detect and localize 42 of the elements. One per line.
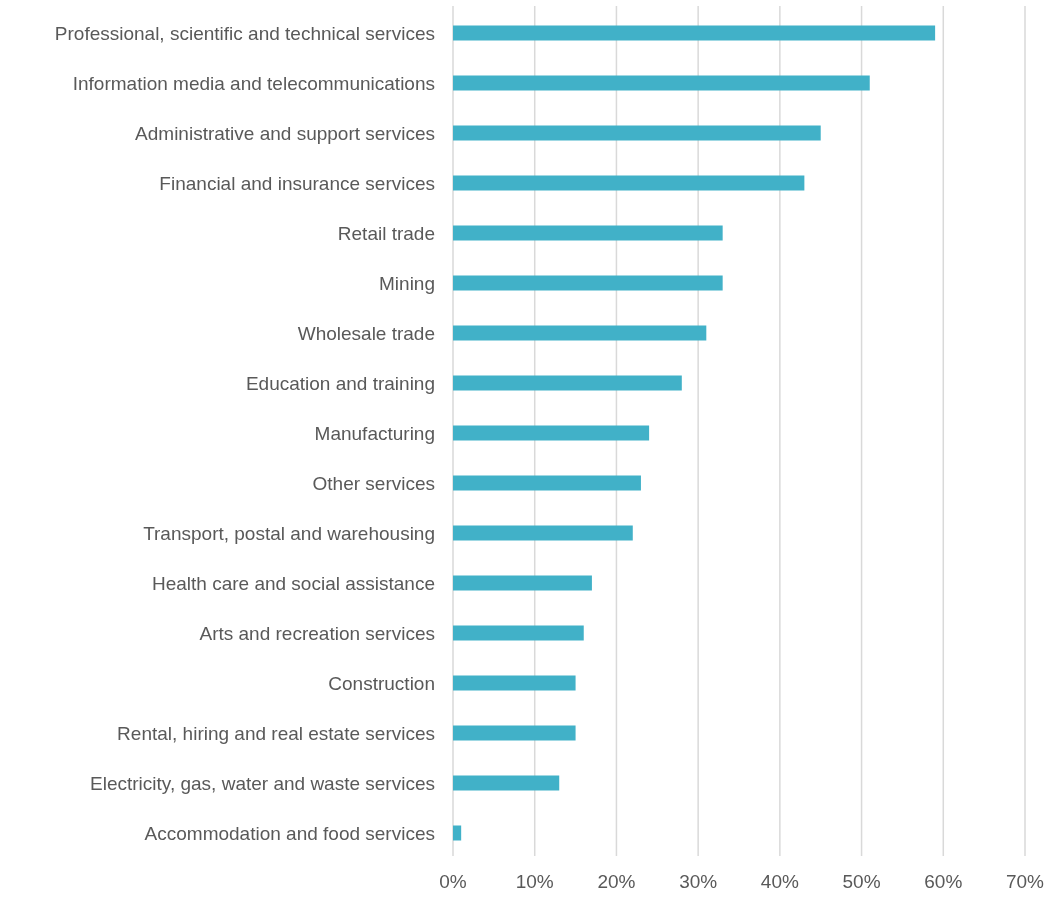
x-tick-label: 0%	[439, 871, 467, 892]
y-tick-label: Information media and telecommunications	[72, 72, 435, 94]
bar	[453, 575, 592, 591]
bar	[453, 25, 936, 41]
x-tick-label: 10%	[515, 871, 554, 892]
y-tick-label: Administrative and support services	[135, 122, 435, 144]
y-tick-label: Wholesale trade	[297, 322, 435, 344]
bar	[453, 475, 641, 491]
bar	[453, 225, 723, 241]
y-tick-label: Accommodation and food services	[144, 822, 435, 844]
x-tick-label: 60%	[924, 871, 963, 892]
bar	[453, 625, 584, 641]
y-tick-label: Arts and recreation services	[199, 622, 435, 644]
y-tick-label: Transport, postal and warehousing	[143, 522, 435, 544]
y-tick-label: Rental, hiring and real estate services	[117, 722, 435, 744]
bar	[453, 325, 707, 341]
bar	[453, 725, 576, 741]
bar	[453, 275, 723, 291]
bar	[453, 825, 462, 841]
y-tick-label: Construction	[328, 672, 435, 694]
y-tick-label: Financial and insurance services	[159, 172, 435, 194]
bar	[453, 675, 576, 691]
y-tick-label: Retail trade	[337, 222, 435, 244]
x-tick-label: 30%	[679, 871, 718, 892]
x-tick-label: 40%	[760, 871, 799, 892]
y-tick-label: Other services	[312, 472, 435, 494]
y-tick-label: Mining	[379, 272, 435, 294]
y-tick-label: Professional, scientific and technical services	[54, 22, 435, 44]
y-tick-label: Education and training	[245, 372, 435, 394]
x-tick-label: 20%	[597, 871, 636, 892]
bar	[453, 75, 870, 91]
y-tick-label: Manufacturing	[314, 422, 435, 444]
bar	[453, 425, 650, 441]
x-tick-label: 70%	[1005, 871, 1045, 892]
bar	[453, 125, 821, 141]
bar	[453, 175, 805, 191]
x-tick-label: 50%	[842, 871, 881, 892]
bar	[453, 375, 682, 391]
y-tick-label: Health care and social assistance	[151, 572, 435, 594]
bar	[453, 525, 633, 541]
y-tick-label: Electricity, gas, water and waste services	[90, 772, 435, 794]
bar	[453, 775, 560, 791]
